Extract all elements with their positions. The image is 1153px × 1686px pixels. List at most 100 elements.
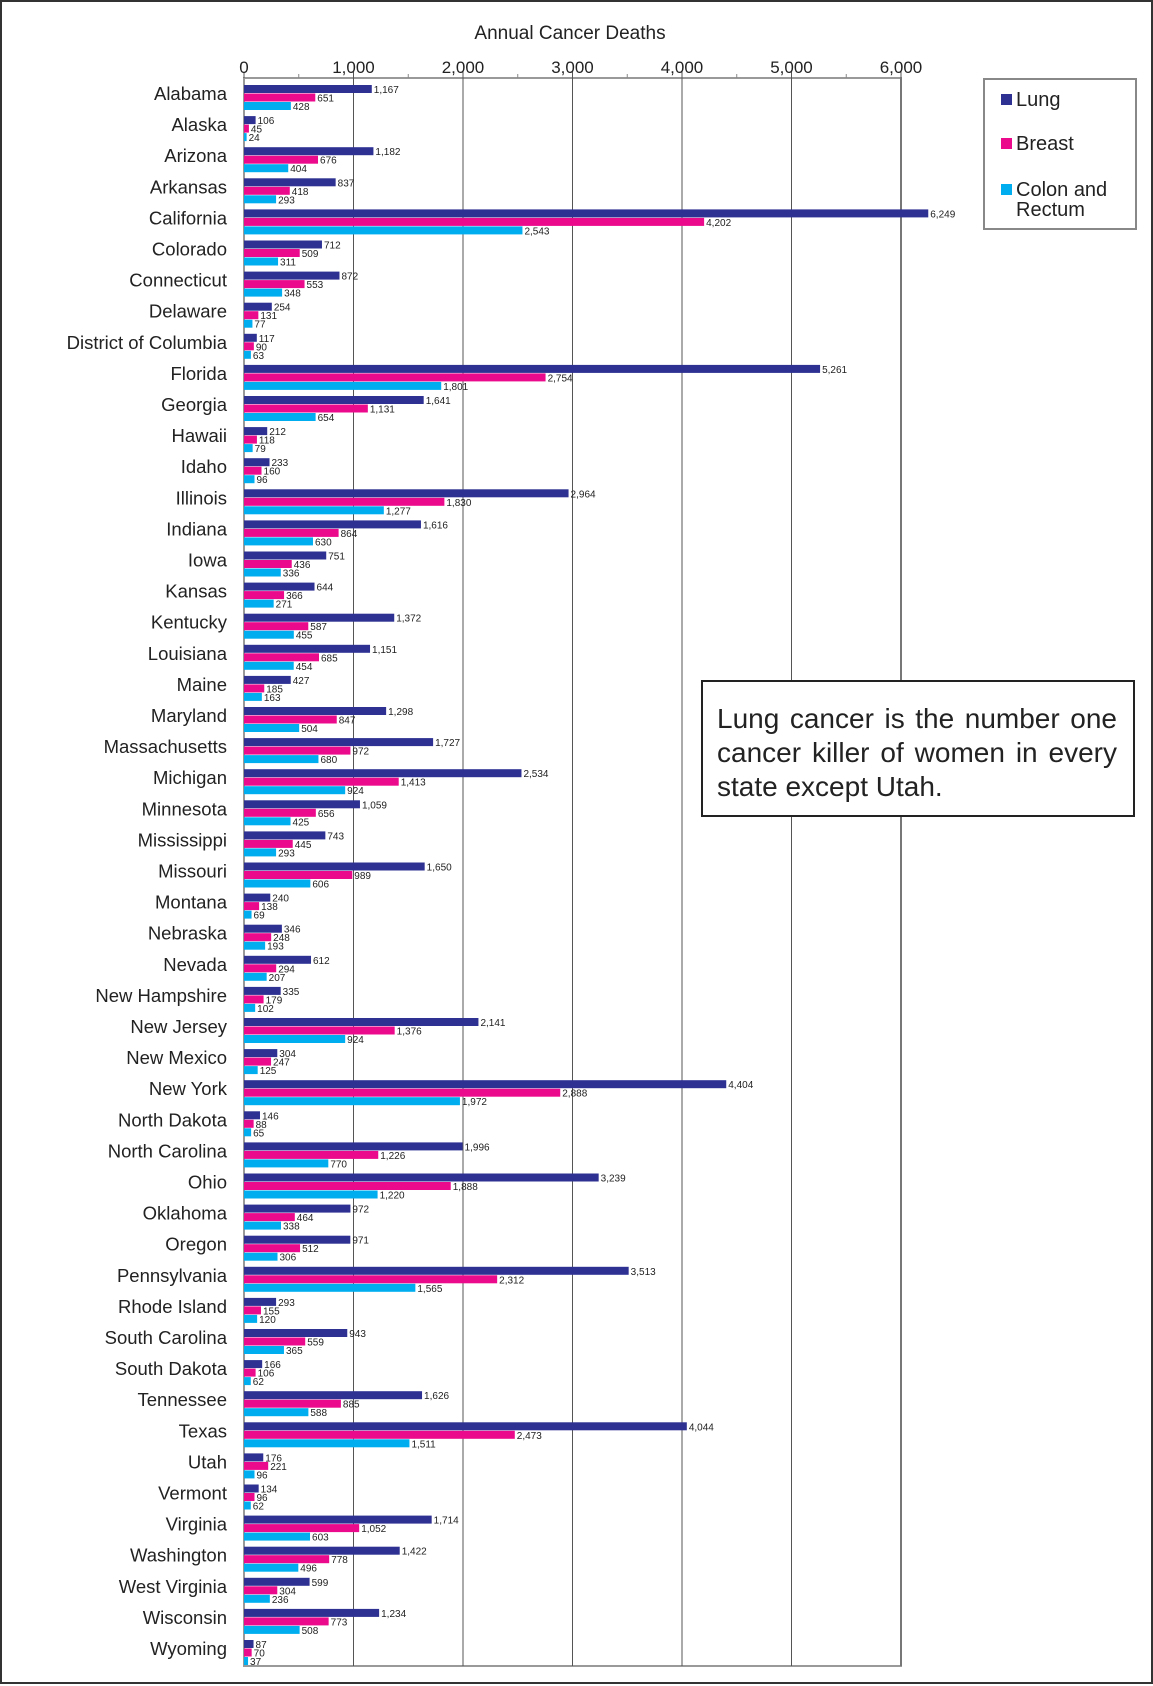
bar xyxy=(244,986,281,995)
bar xyxy=(244,1337,306,1346)
legend-label-lung: Lung xyxy=(1016,89,1061,111)
bar xyxy=(244,964,277,973)
data-label: 294 xyxy=(278,964,295,975)
category-label: Hawaii xyxy=(171,425,227,446)
bar xyxy=(244,800,360,809)
data-label: 62 xyxy=(253,1502,265,1513)
bar xyxy=(244,1555,330,1564)
data-label: 445 xyxy=(295,840,312,851)
grid-lines xyxy=(243,72,902,1667)
bar xyxy=(244,568,281,577)
bar xyxy=(244,769,522,778)
bar xyxy=(244,1235,351,1244)
data-label: 254 xyxy=(274,303,291,314)
data-label: 87 xyxy=(256,1640,268,1651)
data-label: 247 xyxy=(273,1058,290,1069)
bar xyxy=(244,102,291,110)
data-label: 587 xyxy=(310,622,327,633)
legend-label-colon-rectum: Colon and Rectum xyxy=(1016,179,1108,221)
data-label: 304 xyxy=(279,1586,296,1597)
bar xyxy=(244,280,305,289)
data-label: 1,888 xyxy=(453,1182,478,1193)
bar xyxy=(244,178,336,187)
data-label: 1,226 xyxy=(380,1151,405,1162)
bar xyxy=(244,1283,416,1292)
data-label: 770 xyxy=(330,1159,347,1170)
bar xyxy=(244,613,395,622)
data-label: 885 xyxy=(343,1400,360,1411)
data-label: 773 xyxy=(331,1617,348,1628)
category-label: West Virginia xyxy=(119,1576,228,1597)
bar xyxy=(244,458,270,467)
category-label: Iowa xyxy=(188,550,228,571)
category-label: New York xyxy=(149,1078,228,1099)
data-label: 4,044 xyxy=(689,1422,714,1433)
data-label: 971 xyxy=(352,1236,369,1247)
bar xyxy=(244,972,267,981)
category-label: Oregon xyxy=(165,1234,227,1255)
bar xyxy=(244,1003,256,1012)
bar xyxy=(244,1275,498,1284)
bar xyxy=(244,1190,378,1199)
data-label: 1,151 xyxy=(372,645,397,656)
bar xyxy=(244,1453,264,1462)
data-label: 335 xyxy=(283,987,300,998)
bar xyxy=(244,1408,309,1417)
data-label: 680 xyxy=(320,755,337,766)
data-label: 504 xyxy=(301,724,318,735)
bar xyxy=(244,155,319,164)
bar xyxy=(244,497,445,506)
data-label: 346 xyxy=(284,925,301,936)
data-label: 293 xyxy=(278,848,295,859)
data-label: 117 xyxy=(259,334,275,345)
category-labels: Alabama Alaska Arizona Arkansas California Co… xyxy=(67,83,228,1659)
bar xyxy=(244,1066,258,1075)
data-label: 160 xyxy=(264,467,281,478)
bar xyxy=(244,862,425,871)
data-label: 1,052 xyxy=(361,1524,386,1535)
bar xyxy=(244,551,327,560)
bar xyxy=(244,85,372,93)
bar xyxy=(244,164,289,173)
bar xyxy=(244,1360,263,1369)
data-label: 37 xyxy=(250,1657,262,1668)
category-label: Maine xyxy=(177,674,227,695)
category-label: Virginia xyxy=(166,1514,228,1535)
bar xyxy=(244,1097,460,1106)
category-label: North Carolina xyxy=(108,1140,228,1161)
bar xyxy=(244,777,399,786)
bar xyxy=(244,1648,252,1657)
bar xyxy=(244,786,346,795)
category-label: Indiana xyxy=(166,518,227,539)
bar xyxy=(244,404,368,413)
bar xyxy=(244,1119,254,1128)
category-label: North Dakota xyxy=(118,1109,228,1130)
bar xyxy=(244,591,285,600)
data-label: 4,202 xyxy=(706,218,731,229)
data-label: 69 xyxy=(254,911,266,922)
bar xyxy=(244,1252,278,1261)
legend-item-breast: Breast xyxy=(1001,134,1126,154)
bar xyxy=(244,582,315,591)
bar xyxy=(244,902,260,911)
data-label: 106 xyxy=(258,1369,275,1380)
legend-swatch-colon-rectum xyxy=(1001,184,1012,195)
category-label: Alaska xyxy=(171,114,227,135)
data-label: 311 xyxy=(280,258,296,269)
bar xyxy=(244,1057,272,1066)
bar xyxy=(244,1594,270,1603)
bar xyxy=(244,93,316,102)
data-label: 989 xyxy=(354,871,371,882)
category-label: New Jersey xyxy=(130,1016,227,1037)
data-label: 96 xyxy=(257,1470,269,1481)
bar xyxy=(244,1346,284,1354)
bar xyxy=(244,560,292,568)
legend-swatch-lung xyxy=(1001,94,1012,105)
data-label: 6,249 xyxy=(930,209,955,220)
bar xyxy=(244,257,279,266)
bar xyxy=(244,808,316,817)
x-tick-labels: 0 1,000 2,000 3,000 4,000 5,000 6,000 xyxy=(239,58,922,77)
bar xyxy=(244,435,257,444)
bar xyxy=(244,879,311,888)
